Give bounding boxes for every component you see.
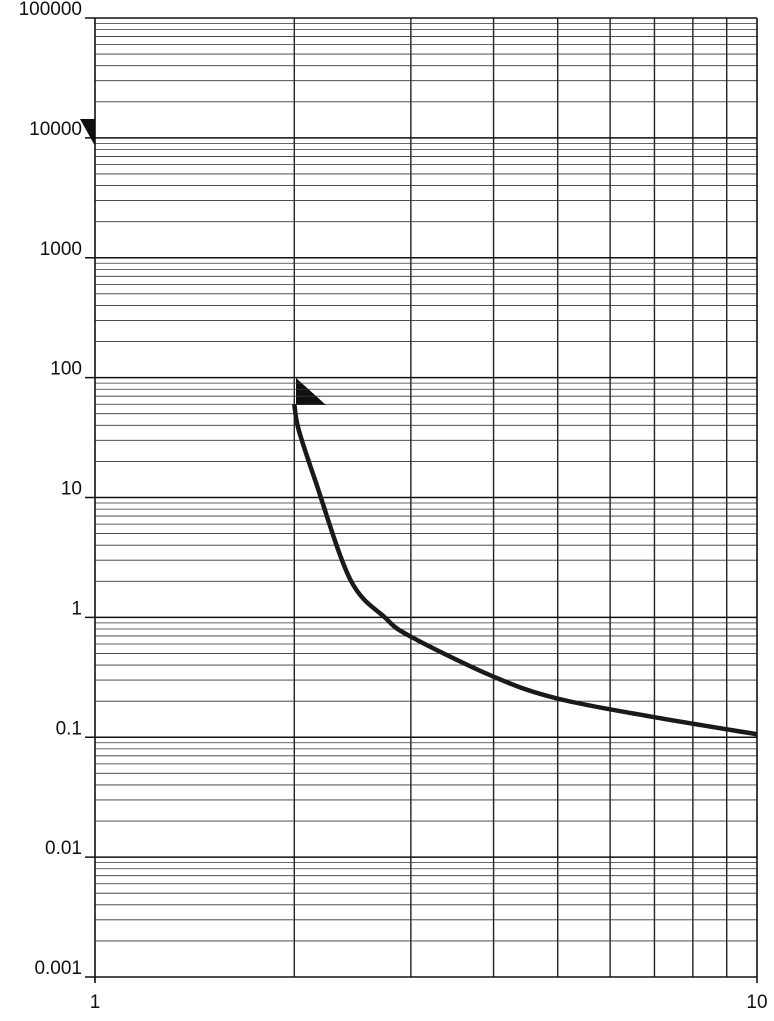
y-tick-label: 10000	[29, 119, 82, 140]
y-tick-label: 0.001	[34, 958, 82, 979]
y-tick-label: 1000	[40, 239, 82, 260]
y-tick-label: 10	[61, 479, 82, 500]
y-tick-label: 0.1	[56, 718, 82, 739]
curve	[292, 403, 758, 737]
x-tick-label: 10	[746, 992, 767, 1013]
pickup-marker	[80, 119, 95, 146]
y-tick-label: 100000	[19, 0, 82, 20]
y-tick-label: 100	[50, 359, 82, 380]
x-tick-label: 1	[90, 992, 101, 1013]
y-tick-label: 0.01	[45, 838, 82, 859]
curve-start-marker	[296, 378, 326, 405]
y-tick-label: 1	[71, 598, 82, 619]
